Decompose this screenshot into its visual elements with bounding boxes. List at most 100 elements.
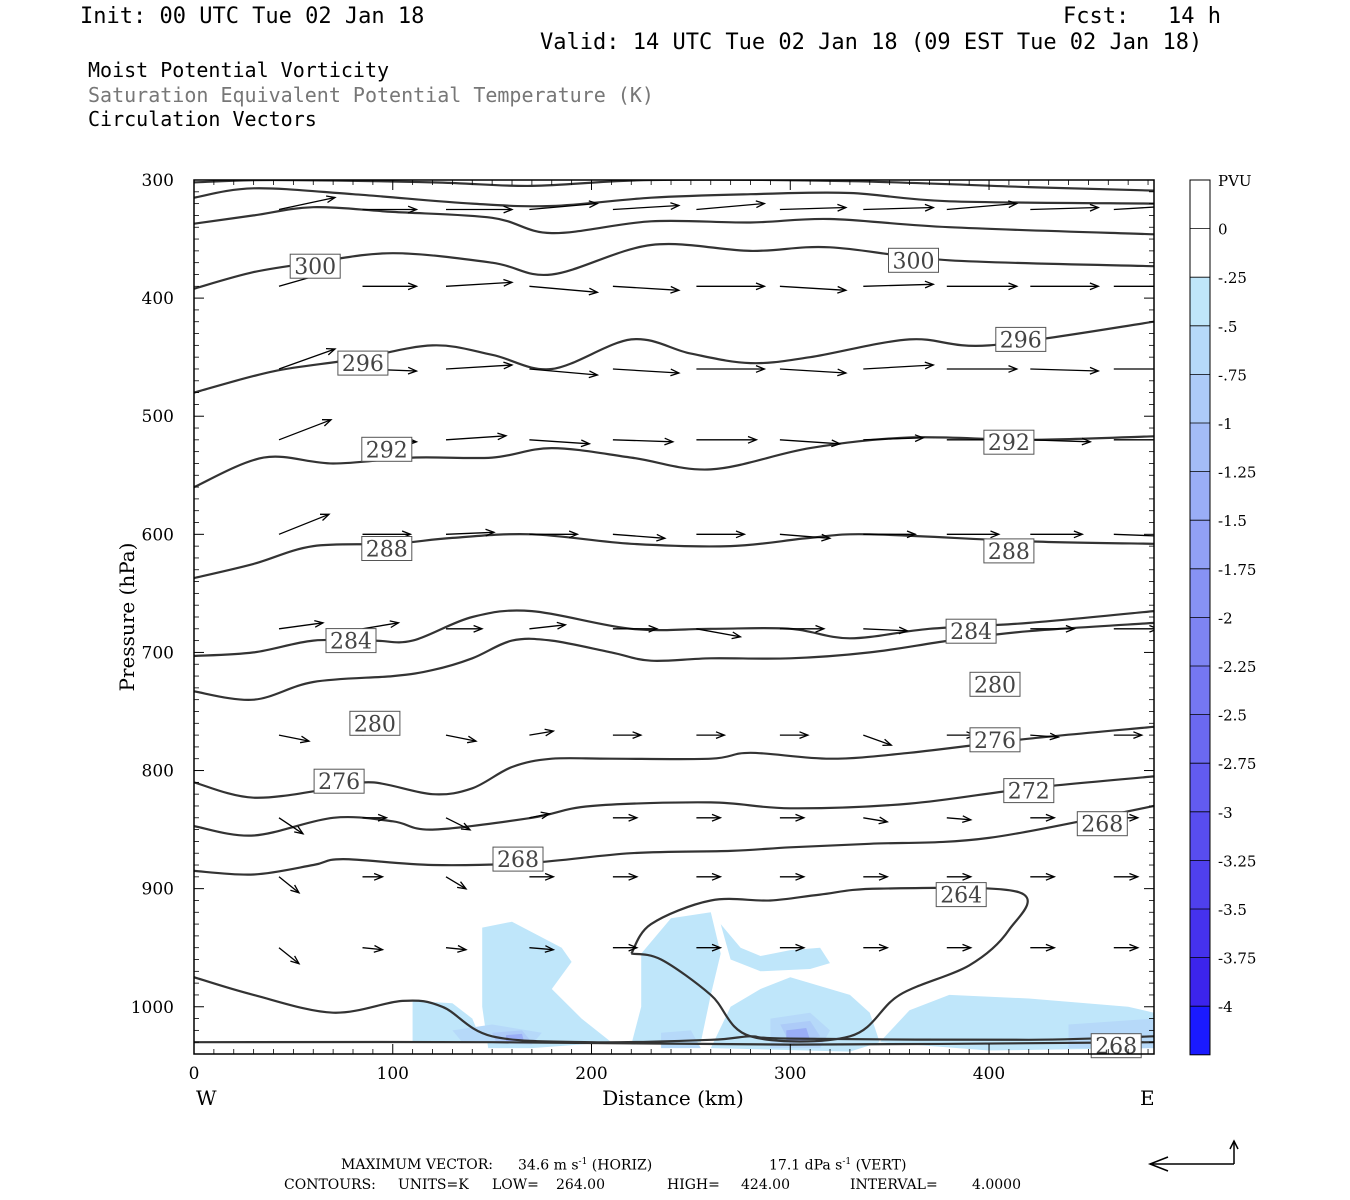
vector-head — [670, 368, 681, 377]
contour-label-box — [983, 538, 1035, 564]
colorbar-swatch — [1190, 374, 1210, 423]
circulation-vector — [445, 734, 477, 742]
vector-head — [1165, 437, 1173, 444]
pv-shade-region — [631, 912, 721, 1045]
circulation-vector — [278, 947, 300, 965]
colorbar-label: -2.75 — [1218, 755, 1256, 773]
contour-label-box — [969, 671, 1021, 697]
contour-308 — [194, 187, 1154, 208]
circulation-vector — [278, 734, 310, 742]
vector-head — [320, 513, 331, 521]
forecast-label: Fcst: — [1063, 4, 1130, 29]
vector-head — [1089, 282, 1101, 291]
vector-head — [580, 439, 592, 448]
vector-head — [1233, 626, 1241, 633]
circulation-vector — [445, 817, 471, 831]
circulation-vector — [278, 513, 330, 535]
contour-label-box — [349, 710, 401, 736]
contour-label: 268 — [1081, 813, 1123, 838]
pv-shade-region — [786, 1028, 811, 1043]
contour-labels: 300 300 296 296 292 292 288 288 284 284 280 280 276 2… — [289, 247, 1142, 1060]
vector-head — [1217, 733, 1226, 740]
contour-label-box — [289, 253, 341, 279]
contour-high-value: 424.00 — [741, 1177, 790, 1193]
vector-head — [407, 205, 419, 214]
contour-label-box — [945, 618, 997, 644]
colorbar-label: -2.5 — [1218, 707, 1247, 725]
field-title-theta-es: Saturation Equivalent Potential Temperat… — [88, 83, 654, 107]
vector-head — [795, 872, 806, 881]
contour-low-value: 264.00 — [556, 1177, 605, 1193]
circulation-vector — [278, 419, 332, 441]
circulation-vector — [278, 196, 336, 211]
colorbar-label: -.75 — [1218, 366, 1247, 384]
forecast-hour: 14 h — [1168, 4, 1221, 29]
contour-label-box — [888, 247, 939, 273]
vector-head — [1008, 200, 1019, 209]
vector-head — [1045, 943, 1057, 952]
vector-head — [407, 282, 419, 291]
contour-label: 276 — [974, 729, 1016, 754]
contour-304 — [194, 206, 1154, 236]
colorbar-swatch — [1190, 909, 1210, 958]
contour-label: 296 — [342, 352, 384, 377]
colorbar-label: -1.75 — [1218, 561, 1256, 579]
x-tick-label: 100 — [377, 1064, 409, 1084]
vector-head — [1213, 875, 1222, 882]
circulation-vector — [362, 947, 383, 951]
contours-label: CONTOURS: — [284, 1177, 376, 1193]
vector-head — [325, 347, 337, 356]
circulation-vector — [863, 283, 934, 287]
circulation-vector — [529, 202, 598, 211]
vector-head — [878, 872, 890, 881]
contour-288 — [194, 533, 1154, 580]
circulation-vector — [612, 285, 679, 291]
circulation-vector — [1113, 533, 1154, 537]
circulation-vector — [529, 285, 598, 293]
vector-head — [914, 434, 926, 443]
vector-head — [373, 872, 385, 881]
circulation-vector — [863, 628, 908, 632]
field-title-mpv: Moist Potential Vorticity — [88, 58, 390, 82]
pv-shade-region — [482, 921, 612, 1049]
contour-312 — [194, 180, 1154, 192]
y-axis-label: Pressure (hPa) — [115, 543, 139, 692]
y-tick-label: 700 — [142, 643, 174, 663]
colorbar-label: -2 — [1218, 609, 1233, 627]
vector-head — [1129, 943, 1140, 952]
vector-head — [1237, 531, 1245, 538]
pv-shading — [412, 912, 1154, 1052]
contour-label-box — [337, 350, 389, 376]
colorbar-label: -3.75 — [1218, 950, 1256, 968]
circulation-vector — [278, 817, 304, 835]
colorbar-swatch — [1190, 471, 1210, 521]
circulation-vector — [1030, 368, 1099, 372]
vector-head — [485, 528, 496, 537]
circulation-vector — [612, 533, 665, 539]
vector-head — [628, 872, 639, 881]
vector-head — [755, 364, 767, 373]
contour-label: 288 — [988, 540, 1030, 565]
vector-head — [294, 826, 305, 835]
colorbar-swatch — [1190, 763, 1210, 812]
contour-272 — [194, 775, 1154, 837]
vector-head — [821, 533, 832, 542]
colorbar-swatch — [1190, 957, 1210, 1007]
colorbar-swatch — [1190, 180, 1210, 229]
colorbar-swatch — [1190, 714, 1210, 764]
vector-head — [878, 816, 890, 825]
vector-head — [632, 731, 643, 740]
colorbar-label: -3.5 — [1218, 901, 1247, 919]
vector-head — [1257, 283, 1265, 290]
vector-head — [924, 203, 936, 212]
vector-head — [715, 731, 727, 740]
vector-head — [556, 621, 568, 630]
contour-interval-label: INTERVAL= — [850, 1177, 938, 1193]
circulation-vector — [779, 368, 846, 374]
vector-head — [588, 200, 600, 209]
circulation-vector — [863, 817, 888, 823]
colorbar-swatch — [1190, 666, 1210, 715]
vector-head — [503, 361, 514, 370]
vector-head — [747, 435, 759, 444]
